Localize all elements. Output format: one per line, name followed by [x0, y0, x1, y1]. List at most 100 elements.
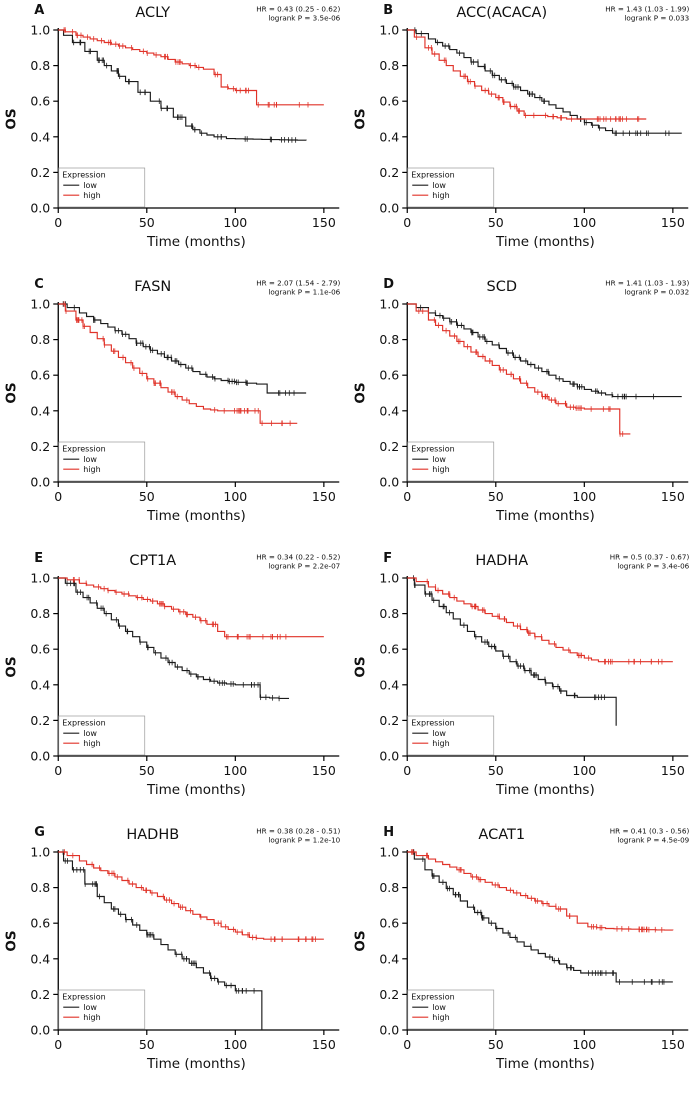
x-tick-label: 100	[223, 215, 247, 230]
y-tick-label: 0.6	[379, 642, 399, 657]
x-tick-label: 0	[54, 1037, 62, 1052]
hr-annotation: HR = 0.43 (0.25 - 0.62)	[256, 5, 340, 14]
y-tick-label: 0.8	[379, 58, 399, 73]
logrank-annotation: logrank P = 3.5e-06	[268, 14, 340, 23]
legend-box	[406, 989, 494, 1030]
y-tick-label: 0.0	[30, 1023, 50, 1038]
legend-label-low: low	[432, 181, 446, 190]
x-tick-label: 150	[660, 489, 684, 504]
x-tick-label: 100	[223, 1037, 247, 1052]
x-tick-label: 150	[660, 763, 684, 778]
legend-label-low: low	[432, 729, 446, 738]
y-tick-label: 1.0	[30, 23, 50, 38]
legend-label-high: high	[83, 191, 100, 200]
km-panel: 0.0 0.2 0.4 0.6 0.8 1.0 0 50 100 150 E CPT1A HR = 0.…	[0, 548, 349, 822]
legend-label-high: high	[432, 465, 449, 474]
hr-annotation: HR = 2.07 (1.54 - 2.79)	[256, 279, 340, 288]
y-tick-label: 0.8	[379, 332, 399, 347]
y-tick-label: 0.0	[30, 475, 50, 490]
hr-annotation: HR = 1.41 (1.03 - 1.93)	[605, 279, 689, 288]
x-tick-label: 0	[54, 763, 62, 778]
legend-label-high: high	[83, 465, 100, 474]
legend-label-low: low	[83, 729, 97, 738]
x-tick-label: 150	[660, 215, 684, 230]
km-plot-svg: 0.0 0.2 0.4 0.6 0.8 1.0 0 50 100 150 H ACAT1 HR = 0.…	[352, 825, 689, 1072]
km-plot-svg: 0.0 0.2 0.4 0.6 0.8 1.0 0 50 100 150 A ACLY HR = 0.4…	[3, 3, 340, 250]
x-tick-label: 0	[403, 763, 411, 778]
panel-title: ACLY	[135, 5, 170, 21]
x-tick-label: 50	[487, 763, 503, 778]
y-tick-label: 0.0	[30, 201, 50, 216]
y-tick-label: 0.6	[379, 94, 399, 109]
y-axis-label: OS	[3, 108, 19, 129]
y-tick-label: 1.0	[379, 571, 399, 586]
panel-letter: A	[34, 3, 44, 18]
logrank-annotation: logrank P = 3.4e-06	[617, 562, 689, 571]
legend-title: Expression	[411, 719, 454, 728]
y-tick-label: 0.8	[379, 880, 399, 895]
x-tick-label: 50	[139, 763, 155, 778]
legend-label-low: low	[83, 181, 97, 190]
y-tick-label: 0.4	[379, 677, 399, 692]
y-tick-label: 0.8	[30, 606, 50, 621]
y-axis-label: OS	[3, 382, 19, 403]
y-tick-label: 1.0	[30, 845, 50, 860]
x-axis-label: Time (months)	[495, 782, 595, 798]
y-tick-label: 1.0	[379, 845, 399, 860]
km-panel: 0.0 0.2 0.4 0.6 0.8 1.0 0 50 100 150 C FASN HR = 2.0…	[0, 274, 349, 548]
km-curve-low	[58, 29, 307, 141]
hr-annotation: HR = 0.41 (0.3 - 0.56)	[609, 827, 689, 836]
x-tick-label: 100	[572, 763, 596, 778]
x-tick-label: 0	[54, 215, 62, 230]
panel-letter: B	[383, 3, 393, 18]
y-tick-label: 0.6	[30, 368, 50, 383]
x-axis-label: Time (months)	[146, 782, 246, 798]
y-axis-label: OS	[352, 930, 368, 951]
legend-label-high: high	[432, 191, 449, 200]
y-axis-label: OS	[3, 656, 19, 677]
y-axis-label: OS	[352, 656, 368, 677]
legend-title: Expression	[411, 445, 454, 454]
legend-box	[58, 715, 146, 756]
y-tick-label: 0.8	[30, 880, 50, 895]
y-axis-label: OS	[352, 382, 368, 403]
x-tick-label: 100	[223, 763, 247, 778]
logrank-annotation: logrank P = 1.2e-10	[268, 836, 340, 845]
y-tick-label: 0.6	[30, 916, 50, 931]
y-tick-label: 0.0	[379, 201, 399, 216]
x-tick-label: 50	[487, 215, 503, 230]
km-curve-low	[406, 29, 682, 134]
x-axis-label: Time (months)	[495, 234, 595, 250]
km-curve-low	[58, 577, 290, 699]
panel-title: HADHA	[475, 553, 528, 569]
y-tick-label: 0.4	[379, 951, 399, 966]
x-tick-label: 0	[54, 489, 62, 504]
y-tick-label: 0.6	[30, 642, 50, 657]
km-curve-low	[406, 303, 682, 398]
y-tick-label: 0.6	[30, 94, 50, 109]
logrank-annotation: logrank P = 0.033	[624, 14, 689, 23]
y-tick-label: 0.4	[30, 677, 50, 692]
panel-title: SCD	[486, 279, 517, 295]
x-axis-label: Time (months)	[146, 234, 246, 250]
legend-label-low: low	[432, 1003, 446, 1012]
x-axis-label: Time (months)	[146, 508, 246, 524]
y-tick-label: 1.0	[379, 23, 399, 38]
km-panel: 0.0 0.2 0.4 0.6 0.8 1.0 0 50 100 150 H ACAT1 HR = 0.…	[349, 822, 697, 1096]
y-tick-label: 0.2	[30, 439, 50, 454]
x-tick-label: 150	[312, 215, 336, 230]
x-tick-label: 150	[312, 489, 336, 504]
panel-letter: E	[34, 551, 43, 566]
y-tick-label: 0.4	[30, 129, 50, 144]
panel-letter: F	[383, 551, 392, 566]
panel-letter: G	[34, 825, 45, 840]
logrank-annotation: logrank P = 2.2e-07	[268, 562, 340, 571]
x-tick-label: 150	[660, 1037, 684, 1052]
y-tick-label: 0.0	[379, 475, 399, 490]
km-curve-low	[406, 577, 617, 726]
x-tick-label: 100	[223, 489, 247, 504]
legend-box	[58, 989, 146, 1030]
y-tick-label: 0.8	[30, 332, 50, 347]
legend-box	[406, 441, 494, 482]
y-tick-label: 1.0	[379, 297, 399, 312]
